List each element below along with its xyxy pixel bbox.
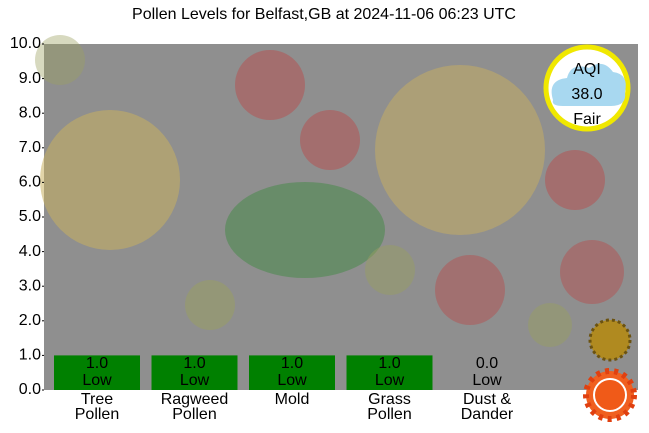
x-tick-label: Tree Pollen bbox=[74, 391, 120, 423]
value-label: 1.0 bbox=[86, 355, 108, 372]
y-tick-label: 8.0 bbox=[19, 104, 41, 121]
aqi-value: 38.0 bbox=[571, 86, 602, 103]
x-tick-label: Grass Pollen bbox=[367, 391, 412, 423]
y-tick-label: 10.0 bbox=[10, 35, 41, 52]
level-label: Low bbox=[277, 372, 307, 389]
y-tick-label: 0.0 bbox=[19, 381, 41, 398]
value-label: 1.0 bbox=[281, 355, 303, 372]
level-label: Low bbox=[180, 372, 210, 389]
y-tick-label: 2.0 bbox=[19, 312, 41, 329]
level-label: Low bbox=[82, 372, 112, 389]
bar bbox=[346, 355, 433, 390]
level-label: Low bbox=[472, 372, 502, 389]
value-label: 1.0 bbox=[183, 355, 205, 372]
x-tick-label: Dust & Dander bbox=[460, 391, 514, 423]
y-tick-label: 1.0 bbox=[19, 347, 41, 364]
sun-icon bbox=[583, 368, 637, 422]
pollen-icon bbox=[588, 318, 632, 362]
aqi-category: Fair bbox=[573, 111, 601, 128]
y-tick-label: 9.0 bbox=[19, 70, 41, 87]
chart-title: Pollen Levels for Belfast,GB at 2024-11-… bbox=[132, 6, 516, 23]
y-tick-label: 5.0 bbox=[19, 208, 41, 225]
y-tick-label: 7.0 bbox=[19, 139, 41, 156]
bar bbox=[249, 355, 335, 390]
level-label: Low bbox=[375, 372, 405, 389]
aqi-label: AQI bbox=[573, 61, 601, 78]
x-tick-label: Ragweed Pollen bbox=[160, 391, 229, 423]
value-label: 1.0 bbox=[378, 355, 400, 372]
bar bbox=[151, 355, 238, 390]
x-tick-label: Mold bbox=[274, 391, 310, 408]
y-tick-label: 3.0 bbox=[19, 277, 41, 294]
y-tick-label: 4.0 bbox=[19, 243, 41, 260]
bar bbox=[54, 355, 140, 390]
aqi-badge bbox=[543, 44, 631, 132]
background bbox=[35, 35, 638, 390]
y-tick-label: 6.0 bbox=[19, 174, 41, 191]
value-label: 0.0 bbox=[476, 355, 498, 372]
